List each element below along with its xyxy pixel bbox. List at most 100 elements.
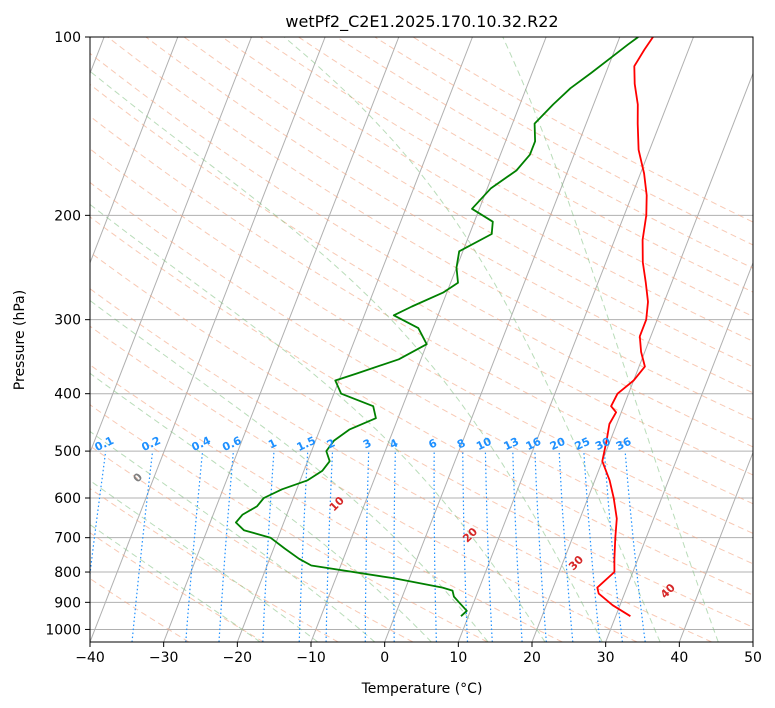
mixing-ratio-label: 25: [573, 435, 592, 453]
mixing-ratio-label: 4: [388, 436, 401, 451]
isotherm-line: [163, 37, 400, 642]
x-tick-label: 50: [744, 650, 762, 666]
x-tick-label: −40: [75, 650, 105, 666]
x-tick-label: 0: [380, 650, 389, 666]
mixing-ratio-line: [534, 451, 547, 642]
moist-adiabat-line: [90, 523, 261, 642]
moist-adiabat-line: [90, 299, 489, 642]
moist-adiabat-line: [283, 37, 661, 642]
mixing-ratio-line: [364, 451, 370, 642]
mixing-ratio-line: [90, 451, 107, 579]
adiabat-labels: 0.10.20.40.611.52346810131620253036-100-…: [8, 426, 678, 601]
dry-adiabat-line: [412, 37, 753, 223]
isotherm-line: [531, 71, 753, 642]
isotherm-line: [605, 261, 753, 642]
moist-adiabat-line: [90, 372, 432, 642]
dry-adiabat-line: [107, 37, 753, 421]
mixing-ratio-line: [131, 451, 154, 642]
isotherm-line: [457, 37, 694, 642]
x-tick-label: 30: [597, 650, 615, 666]
mixing-ratio-line: [393, 451, 396, 642]
dry-adiabat-line: [90, 578, 190, 642]
dry-adiabat-line: [90, 288, 712, 642]
isotherm-line: [236, 37, 473, 642]
x-tick-label: −20: [223, 650, 253, 666]
x-tick-label: −30: [149, 650, 179, 666]
mixing-ratio-label: 8: [455, 436, 467, 451]
mixing-ratio-line: [484, 451, 493, 642]
mixing-ratio-label: 36: [614, 435, 634, 453]
moist-adiabat-line: [90, 203, 546, 642]
moist-adiabat-label: 30: [566, 553, 586, 573]
dry-adiabat-label: -10: [8, 426, 31, 449]
isotherm-line: [384, 37, 621, 642]
mixing-ratio-line: [262, 451, 275, 642]
dry-adiabat-line: [90, 115, 753, 505]
x-tick-label: 40: [670, 650, 688, 666]
x-tick-label: 10: [449, 650, 467, 666]
mixing-ratio-label: 16: [524, 435, 544, 453]
dry-adiabat-line: [183, 37, 753, 368]
mixing-ratio-line: [558, 451, 574, 642]
moist-adiabat-label: 10: [327, 494, 347, 514]
mixing-ratio-line: [583, 451, 601, 642]
dry-adiabat-line: [145, 37, 753, 394]
mixing-ratio-label: 10: [474, 435, 494, 453]
mixing-ratio-line: [433, 451, 437, 642]
y-tick-label: 300: [54, 313, 81, 329]
isotherm-line: [678, 451, 753, 642]
dry-adiabat-line: [90, 216, 753, 596]
mixing-ratio-line: [624, 451, 646, 642]
y-axis-title: Pressure (hPa): [12, 290, 28, 390]
y-tick-label: 400: [54, 387, 81, 403]
mixing-ratio-label: 13: [502, 435, 521, 453]
chart-grid: [90, 37, 753, 642]
dry-adiabat-line: [90, 325, 638, 642]
dry-adiabat-line: [90, 52, 753, 448]
moist-adiabat-line: [90, 430, 376, 642]
y-tick-label: 200: [54, 208, 81, 224]
mixing-ratio-label: 20: [548, 435, 568, 453]
y-tick-label: 600: [54, 491, 81, 507]
moist-adiabat-label: 40: [658, 581, 678, 601]
plot-frame: [89, 36, 754, 643]
mixing-ratio-line: [185, 451, 204, 642]
moist-adiabat-line: [90, 70, 603, 642]
dry-adiabat-line: [90, 181, 753, 565]
y-tick-label: 500: [54, 444, 81, 460]
dry-adiabat-line: [90, 148, 753, 534]
y-tick-label: 1000: [45, 622, 81, 638]
dewpoint-profile-line: [235, 37, 639, 617]
dry-adiabat-line: [260, 37, 753, 317]
dry-adiabat-line: [90, 532, 264, 642]
dry-adiabat-line: [298, 37, 753, 293]
y-tick-label: 700: [54, 531, 81, 547]
isotherm-line: [90, 37, 179, 265]
isotherm-line: [752, 640, 753, 642]
dry-adiabat-line: [90, 445, 414, 642]
x-tick-label: 20: [523, 650, 541, 666]
dry-adiabat-line: [221, 37, 753, 342]
mixing-ratio-line: [218, 451, 234, 642]
isotherm-line: [90, 37, 252, 454]
dry-adiabat-line: [90, 404, 488, 642]
mixing-ratio-label: 1: [266, 436, 278, 451]
dry-adiabat-line: [90, 83, 753, 476]
axis-ticks: −40 −30 −20 −10 0 10 20 30 40 5010020030040050060…: [45, 30, 762, 666]
moist-adiabat-line: [90, 480, 319, 642]
y-tick-label: 900: [54, 595, 81, 611]
chart-title: wetPf2_C2E1.2025.170.10.32.R22: [285, 12, 558, 32]
dry-adiabat-label: 0: [131, 470, 146, 485]
mixing-ratio-label: 3: [361, 436, 373, 451]
y-tick-label: 800: [54, 565, 81, 581]
temperature-profile-line: [596, 37, 654, 617]
mixing-ratio-label: 30: [593, 435, 613, 453]
y-tick-label: 100: [54, 30, 81, 46]
mixing-ratio-line: [603, 451, 623, 642]
chart-series: [235, 37, 654, 617]
isotherm-line: [90, 37, 326, 642]
moist-adiabat-line: [502, 37, 719, 642]
x-tick-label: −10: [296, 650, 326, 666]
x-axis-title: Temperature (°C): [361, 681, 483, 697]
